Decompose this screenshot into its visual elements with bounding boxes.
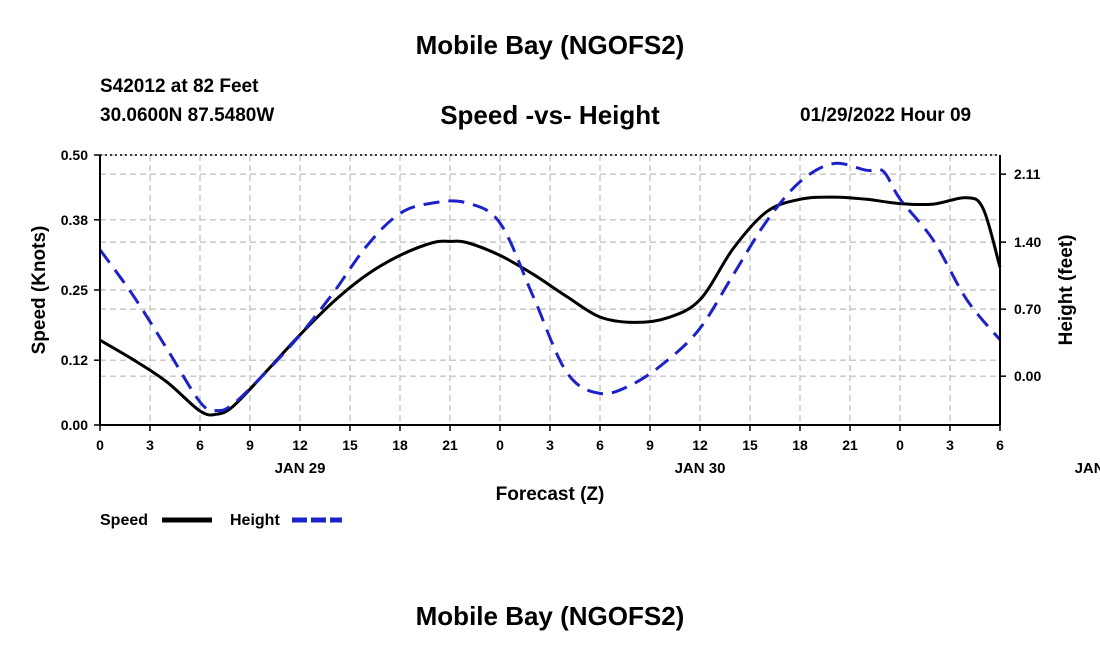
x-tick-label: 6 bbox=[196, 437, 204, 453]
y-tick-label-left: 0.00 bbox=[61, 417, 88, 433]
x-tick-label: 3 bbox=[546, 437, 554, 453]
x-tick-label: 15 bbox=[342, 437, 358, 453]
y-tick-label-right: 0.70 bbox=[1014, 301, 1041, 317]
x-tick-label: 3 bbox=[146, 437, 154, 453]
x-tick-label: 3 bbox=[946, 437, 954, 453]
legend-label: Speed bbox=[100, 512, 148, 529]
x-tick-label: 9 bbox=[246, 437, 254, 453]
y-tick-label-right: 1.40 bbox=[1014, 234, 1041, 250]
footer-title: Mobile Bay (NGOFS2) bbox=[415, 601, 685, 631]
x-tick-label: 21 bbox=[442, 437, 458, 453]
y-tick-label-left: 0.50 bbox=[61, 147, 88, 163]
series-layer bbox=[98, 161, 1002, 417]
x-tick-label: 12 bbox=[692, 437, 708, 453]
y-tick-label-left: 0.12 bbox=[61, 352, 88, 368]
x-axis-label: Forecast (Z) bbox=[496, 484, 605, 505]
x-tick-label: 0 bbox=[96, 437, 104, 453]
x-tick-label: 21 bbox=[842, 437, 858, 453]
date-label: JAN 31 bbox=[1075, 460, 1100, 477]
chart-title: Speed -vs- Height bbox=[440, 100, 660, 130]
timestamp-label: 01/29/2022 Hour 09 bbox=[800, 105, 972, 126]
y-tick-label-left: 0.25 bbox=[61, 282, 88, 298]
grid bbox=[99, 154, 1001, 426]
x-tick-label: 0 bbox=[496, 437, 504, 453]
coordinates-label: 30.0600N 87.5480W bbox=[100, 105, 275, 126]
y-axis-label-right: Height (feet) bbox=[1056, 235, 1077, 346]
main-title: Mobile Bay (NGOFS2) bbox=[415, 30, 685, 60]
x-tick-label: 15 bbox=[742, 437, 758, 453]
date-label: JAN 30 bbox=[675, 460, 726, 477]
series-line-speed bbox=[99, 195, 1002, 417]
x-tick-label: 6 bbox=[996, 437, 1004, 453]
x-tick-label: 18 bbox=[392, 437, 408, 453]
x-tick-label: 6 bbox=[596, 437, 604, 453]
axes: 0 3 6 9 12 15 18 21 0 3 6 9 12 15 18 21 0 3 6 JAN 29 JAN 30 J… bbox=[61, 147, 1100, 477]
y-axis-label-left: Speed (Knots) bbox=[29, 226, 50, 355]
series-line-height bbox=[98, 161, 1002, 413]
x-tick-label: 9 bbox=[646, 437, 654, 453]
y-tick-label-left: 0.38 bbox=[61, 212, 88, 228]
date-label: JAN 29 bbox=[275, 460, 326, 477]
x-tick-label: 12 bbox=[292, 437, 308, 453]
y-tick-label-right: 2.11 bbox=[1014, 166, 1041, 182]
x-tick-label: 0 bbox=[896, 437, 904, 453]
y-tick-label-right: 0.00 bbox=[1014, 368, 1041, 384]
station-label: S42012 at 82 Feet bbox=[100, 76, 259, 97]
legend-label: Height bbox=[230, 512, 280, 529]
x-tick-label: 18 bbox=[792, 437, 808, 453]
legend: Speed Height bbox=[100, 512, 342, 529]
